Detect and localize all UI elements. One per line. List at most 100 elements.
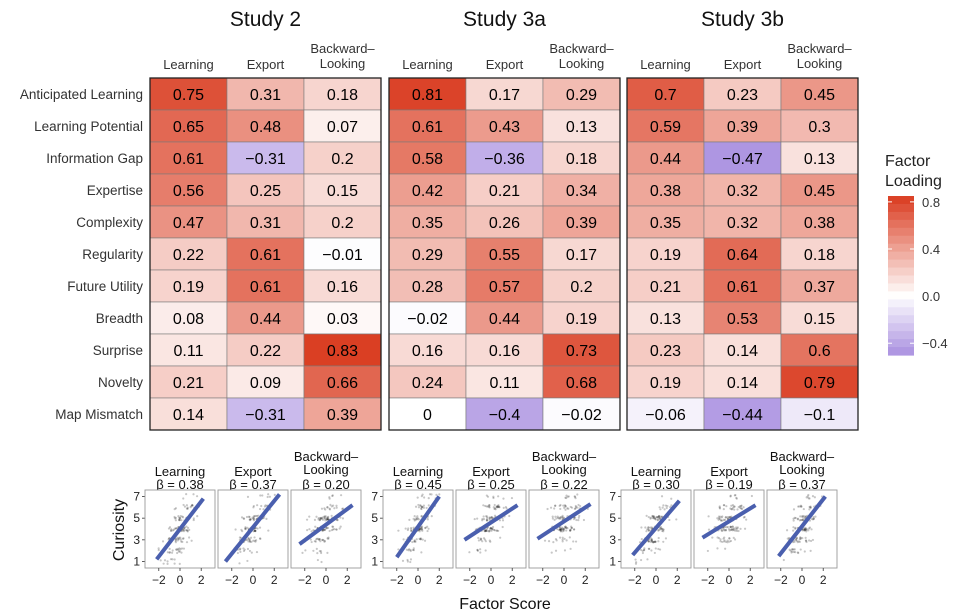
cell-value: 0.26 <box>489 215 520 232</box>
heatmap-cell <box>780 173 859 207</box>
scatter-point <box>421 505 424 509</box>
scatter-point <box>738 505 742 508</box>
scatter-point <box>559 530 563 533</box>
scatter-point <box>551 517 554 520</box>
scatter-point <box>420 526 423 529</box>
cell-value: −0.47 <box>722 151 763 168</box>
scatter-point <box>254 540 257 543</box>
heatmap-cell <box>149 205 228 239</box>
legend-swatch <box>888 196 914 205</box>
scatter-point <box>325 518 328 521</box>
scatter-point <box>487 530 490 533</box>
scatter-point <box>308 528 311 531</box>
heatmap-cell <box>149 365 228 399</box>
scatter-point <box>814 515 817 518</box>
scatter-point <box>554 549 558 552</box>
scatter-point <box>244 527 247 530</box>
scatter-point <box>563 526 566 529</box>
scatter-point <box>802 518 805 521</box>
scatter-point <box>420 507 423 511</box>
scatter-point <box>723 528 726 531</box>
scatter-point <box>504 505 507 509</box>
scatter-point <box>185 504 189 507</box>
cell-value: 0.2 <box>331 215 353 232</box>
scatter-point <box>733 494 736 497</box>
scatter-point <box>254 529 257 533</box>
scatter-point <box>489 517 492 520</box>
scatter-point <box>247 515 251 518</box>
scatter-point <box>731 525 734 528</box>
scatter-point <box>650 526 653 529</box>
scatter-point <box>556 516 560 519</box>
scatter-point <box>657 528 660 532</box>
scatter-point <box>498 519 502 522</box>
scatter-point <box>659 508 662 511</box>
scatter-point <box>664 504 668 507</box>
scatter-point <box>419 504 422 507</box>
scatter-point <box>186 526 190 530</box>
scatter-point <box>570 506 574 509</box>
regression-line <box>536 502 592 541</box>
scatter-point <box>711 536 714 539</box>
scatter-point <box>317 517 320 520</box>
scatter-point <box>310 540 313 544</box>
scatter-point <box>185 529 189 532</box>
scatter-point <box>319 517 322 521</box>
cell-value: 0.18 <box>327 87 358 104</box>
scatter-point <box>481 517 484 521</box>
scatter-point <box>799 536 802 539</box>
scatter-point <box>646 528 649 531</box>
cell-value: 0.45 <box>804 183 835 200</box>
scatter-point <box>732 528 735 532</box>
heatmap-cell <box>226 237 305 271</box>
scatter-point <box>739 527 742 530</box>
scatter-point <box>171 549 174 552</box>
scatter-point <box>722 518 726 521</box>
scatter-point <box>657 514 661 518</box>
scatter-point <box>563 537 566 540</box>
scatter-point <box>498 506 501 509</box>
scatter-point <box>574 504 577 508</box>
heatmap-cell <box>465 269 544 303</box>
scatter-point <box>647 529 651 532</box>
scatter-point <box>413 540 416 543</box>
scatter-point <box>653 551 656 555</box>
scatter-point <box>426 525 429 528</box>
scatter-point <box>655 515 658 519</box>
scatter-point <box>247 540 250 543</box>
scatter-point <box>740 507 743 510</box>
scatter-point <box>176 547 180 550</box>
column-header: Learning <box>640 57 691 72</box>
scatter-point <box>573 528 576 531</box>
scatter-point <box>248 549 252 553</box>
scatter-point <box>191 504 194 507</box>
heatmap-cell <box>226 109 305 143</box>
scatter-point <box>722 527 725 530</box>
scatter-point <box>573 495 576 498</box>
scatter-point <box>477 539 480 542</box>
scatter-point <box>424 526 427 530</box>
scatter-point <box>647 547 650 550</box>
scatter-point <box>722 504 725 507</box>
cell-value: 0.35 <box>412 215 443 232</box>
scatter-point <box>419 527 422 530</box>
scatter-point <box>730 508 733 511</box>
scatter-point <box>173 562 176 565</box>
scatter-point <box>484 515 488 518</box>
scatter-point <box>553 518 556 521</box>
scatter-point <box>406 558 409 562</box>
y-tick-label: 7 <box>371 490 378 504</box>
scatter-point <box>195 495 199 498</box>
scatter-point <box>420 528 424 531</box>
scatter-point <box>719 540 722 543</box>
scatter-point <box>785 529 789 532</box>
scatter-point <box>647 540 650 543</box>
beta-label: β = 0.25 <box>467 477 515 492</box>
scatter-point <box>802 507 805 511</box>
cell-value: −0.1 <box>804 407 836 424</box>
legend-swatch <box>888 267 914 277</box>
scatter-point <box>167 527 171 530</box>
scatter-point <box>651 515 654 518</box>
scatter-point <box>490 516 494 520</box>
